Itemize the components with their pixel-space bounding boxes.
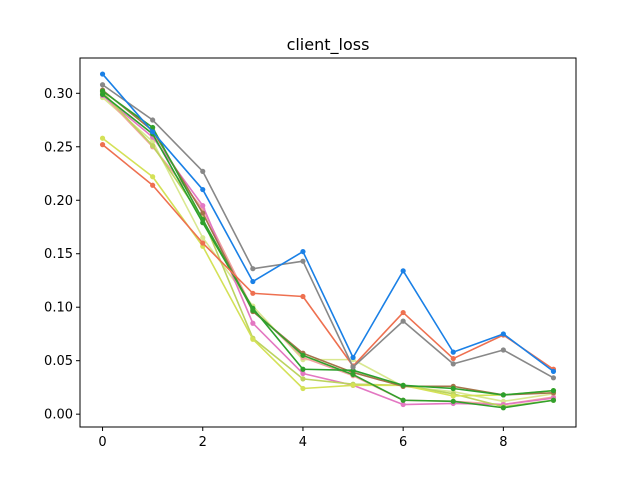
data-point <box>450 361 456 367</box>
series-9 <box>99 82 557 381</box>
data-point <box>250 307 256 314</box>
data-point <box>200 203 206 209</box>
data-point <box>400 401 406 408</box>
series-line <box>102 84 554 379</box>
series-line <box>102 137 554 397</box>
data-point <box>500 392 506 398</box>
x-tick-label: 8 <box>499 435 507 450</box>
data-point <box>550 397 557 403</box>
series-7 <box>99 88 557 411</box>
data-point <box>450 393 456 399</box>
data-point <box>150 117 156 123</box>
data-point <box>300 370 306 377</box>
data-point <box>300 352 306 358</box>
data-point <box>500 331 506 337</box>
data-point <box>300 258 306 264</box>
data-point <box>500 405 506 411</box>
data-point <box>550 388 557 394</box>
data-point <box>350 354 356 361</box>
data-point <box>500 347 506 353</box>
data-point <box>99 142 106 148</box>
data-point <box>250 290 256 296</box>
data-point <box>400 382 406 388</box>
data-point <box>200 186 206 193</box>
data-point <box>250 278 256 285</box>
data-point <box>150 174 156 180</box>
data-point <box>300 385 306 392</box>
series-6 <box>99 91 557 398</box>
data-point <box>250 320 256 326</box>
data-point <box>200 240 206 246</box>
y-tick-label: 0.30 <box>44 87 73 102</box>
data-point <box>450 385 456 392</box>
series-group <box>99 71 557 411</box>
data-point <box>400 309 406 316</box>
data-point <box>99 71 106 77</box>
data-point <box>300 366 306 372</box>
x-tick-label: 4 <box>299 435 307 450</box>
data-point <box>99 88 106 94</box>
data-point <box>200 210 206 216</box>
series-10 <box>99 71 557 374</box>
y-tick-label: 0.00 <box>44 408 73 423</box>
series-line <box>101 93 554 406</box>
data-point <box>400 397 406 403</box>
series-line <box>101 91 554 408</box>
x-tick-label: 0 <box>98 435 106 450</box>
data-point <box>350 364 356 370</box>
y-tick-label: 0.05 <box>44 354 73 369</box>
data-point <box>99 135 106 141</box>
series-line <box>102 89 554 396</box>
y-tick-label: 0.15 <box>44 247 73 262</box>
data-point <box>450 398 456 404</box>
data-point <box>450 355 456 362</box>
data-point <box>150 143 156 149</box>
data-point <box>250 266 256 272</box>
data-point <box>450 349 456 355</box>
series-line <box>102 144 554 370</box>
data-point <box>350 371 356 378</box>
data-point <box>200 168 206 174</box>
y-tick-label: 0.25 <box>44 140 73 155</box>
x-tick-label: 6 <box>399 435 407 450</box>
series-3 <box>99 89 557 410</box>
y-tick-label: 0.20 <box>44 194 73 209</box>
data-point <box>99 82 106 88</box>
y-tick-label: 0.10 <box>44 301 73 316</box>
series-line <box>102 96 554 403</box>
series-line <box>101 73 554 373</box>
series-line <box>102 93 554 396</box>
series-0 <box>99 94 557 404</box>
series-5 <box>99 87 557 398</box>
data-point <box>350 382 356 388</box>
data-point <box>400 318 406 324</box>
chart-title: client_loss <box>287 35 370 55</box>
data-point <box>300 248 306 255</box>
data-point <box>150 129 156 135</box>
x-axis: 0 2 4 6 8 <box>98 427 507 450</box>
data-point <box>150 182 156 188</box>
data-point <box>250 336 256 342</box>
data-point <box>200 216 206 223</box>
data-point <box>300 376 306 382</box>
y-axis: 0.00 0.05 0.10 0.15 0.20 0.25 0.30 <box>44 87 80 423</box>
data-point <box>400 268 406 274</box>
data-point <box>150 124 156 131</box>
series-line <box>102 94 554 406</box>
series-8 <box>99 142 557 372</box>
data-point <box>550 368 557 374</box>
series-line <box>102 90 554 409</box>
data-point <box>550 375 557 381</box>
x-tick-label: 2 <box>199 435 207 450</box>
plot-frame <box>79 57 577 428</box>
data-point <box>200 235 206 241</box>
data-point <box>300 293 306 300</box>
